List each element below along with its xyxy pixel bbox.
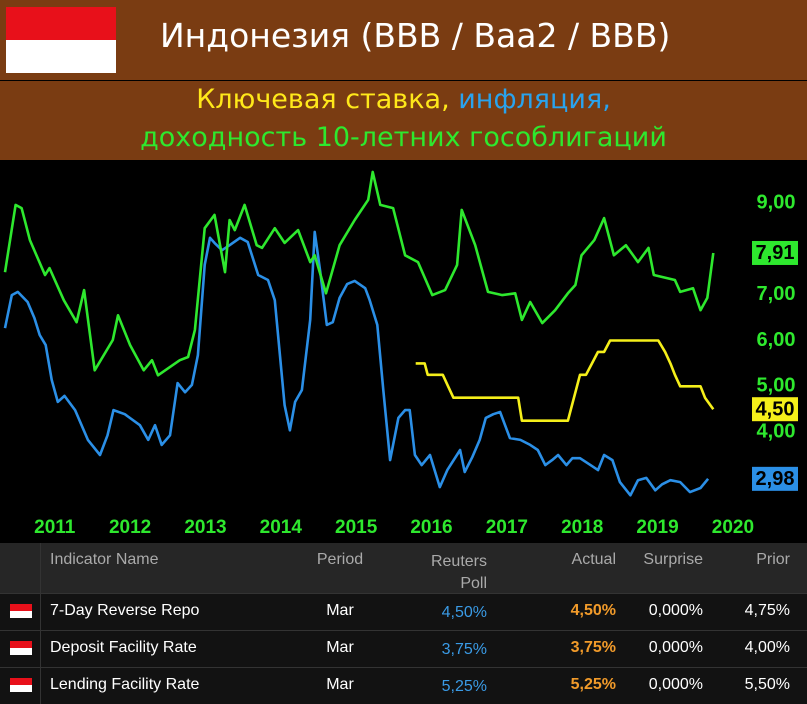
x-tick-label: 2019 (636, 517, 678, 538)
column-header: Actual (571, 551, 616, 568)
chart: 9,00 7,00 6,00 5,00 4,00 2011 2012 2013 2014 2015… (0, 160, 807, 543)
table-cell: 7-Day Reverse Repo (50, 602, 200, 619)
title: Индонезия (BBB / Baa2 / BBB) (160, 16, 671, 55)
y-tick-label: 4,00 (757, 420, 796, 442)
row-flag (10, 641, 32, 655)
subtitle-part: инфляция, (458, 84, 611, 115)
x-tick-label: 2011 (34, 517, 76, 538)
row-bg (0, 593, 807, 630)
row-bg (0, 667, 807, 704)
value-label: 2,98 (756, 468, 795, 490)
column-header: Indicator Name (50, 551, 159, 568)
value-label-box (752, 240, 798, 265)
table-cell: Deposit Facility Rate (50, 639, 197, 656)
table-cell: 3,75% (570, 639, 616, 656)
series-line (3, 170, 715, 377)
table-cell: 0,000% (648, 676, 703, 693)
x-tick-label: 2020 (712, 517, 754, 538)
table-cell: 5,25% (441, 678, 487, 695)
table-cell: 0,000% (648, 639, 703, 656)
header: Индонезия (BBB / Baa2 / BBB) (0, 0, 807, 80)
value-label: 4,50 (756, 398, 795, 420)
table-cell: Mar (326, 676, 354, 693)
subtitle: Ключевая ставка, инфляция, доходность 10… (0, 81, 807, 160)
value-label: 7,91 (756, 242, 795, 264)
x-tick-label: 2013 (184, 517, 226, 538)
series-line (3, 230, 710, 497)
x-tick-label: 2016 (410, 517, 452, 538)
subtitle-part: доходность 10-летних гособлигаций (140, 122, 667, 153)
x-tick-label: 2017 (486, 517, 528, 538)
column-header: Period (316, 551, 364, 568)
y-tick-label: 5,00 (757, 375, 796, 397)
row-bg (0, 630, 807, 667)
column-header: Prior (756, 551, 790, 568)
series-line (415, 339, 715, 423)
table-cell: 4,75% (744, 602, 790, 619)
table-header-bg (0, 543, 807, 593)
table-cell: Lending Facility Rate (50, 676, 200, 693)
table-cell: 0,000% (648, 602, 703, 619)
table: Indicator Name Period Reuters Poll Actual Su… (0, 543, 807, 704)
y-tick-label: 7,00 (757, 283, 796, 305)
subtitle-part: Ключевая ставка, (196, 84, 450, 115)
x-tick-label: 2012 (109, 517, 151, 538)
column-divider (40, 543, 41, 704)
x-tick-label: 2014 (260, 517, 303, 538)
table-cell: 3,75% (441, 641, 487, 658)
y-tick-label: 6,00 (757, 329, 796, 351)
table-cell: 5,50% (744, 676, 790, 693)
flag (6, 7, 116, 73)
table-cell: 4,00% (744, 639, 790, 656)
value-label-box (752, 397, 798, 422)
x-tick-label: 2015 (335, 517, 378, 538)
column-header: Surprise (643, 551, 703, 568)
table-cell: Mar (326, 602, 354, 619)
table-cell: 5,25% (570, 676, 616, 693)
table-cell: 4,50% (441, 604, 487, 621)
table-cell: Mar (326, 639, 354, 656)
value-label-box (752, 466, 798, 491)
x-tick-label: 2018 (561, 517, 603, 538)
column-header: Reuters Poll (430, 553, 487, 592)
table-cell: 4,50% (570, 602, 616, 619)
row-flag (10, 604, 32, 618)
y-tick-label: 9,00 (757, 191, 796, 213)
row-flag (10, 678, 32, 692)
